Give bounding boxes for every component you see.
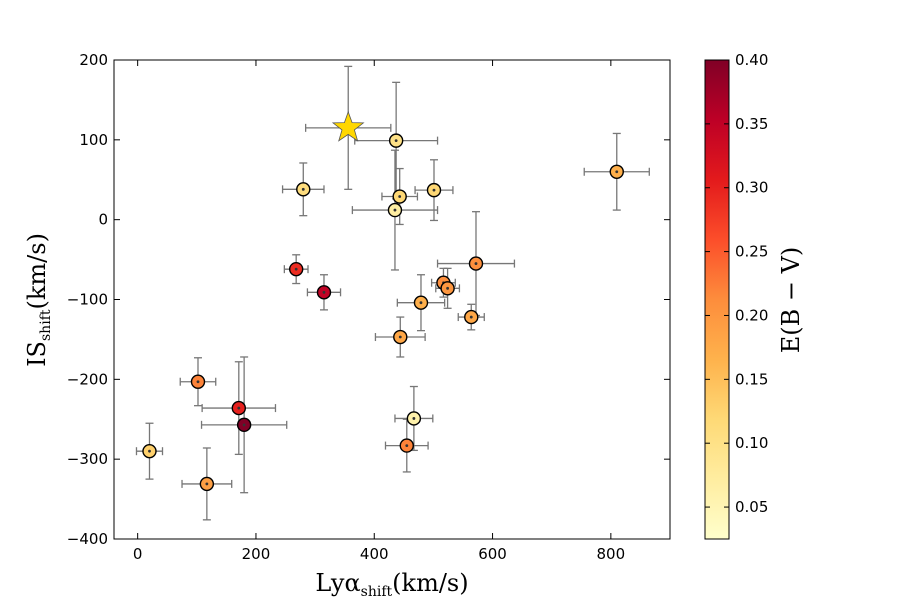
data-point-10-center: [394, 139, 398, 143]
colorbar-tick-label-0.2: 0.20: [735, 306, 768, 324]
colorbar-tick-label-0.3: 0.30: [735, 179, 768, 197]
x-tick-label-400: 400: [360, 545, 389, 563]
plot-frame: [113, 59, 671, 540]
data-point-8-center: [322, 290, 326, 294]
colorbar-tick-label-0.35: 0.35: [735, 115, 768, 133]
y-tick-label--300: −300: [67, 450, 108, 468]
data-point-9-center: [393, 208, 397, 212]
data-point-5-center: [242, 423, 246, 427]
x-tick-label-800: 800: [597, 545, 626, 563]
data-point-6-center: [294, 267, 298, 271]
x-axis-label-sub: shift: [361, 584, 393, 600]
data-point-11-center: [398, 195, 402, 198]
data-point-2-center: [196, 380, 200, 384]
x-tick-label-0: 0: [133, 545, 143, 563]
data-point-7-center: [301, 187, 305, 191]
data-point-20-center: [474, 262, 478, 265]
colorbar-ticks: 0.05 0.10 0.15 0.20 0.25 0.30 0.35 0.40: [705, 51, 768, 516]
data-point-18-center: [446, 286, 449, 290]
data-point-4-center: [237, 406, 241, 410]
y-tick-label-0: 0: [98, 211, 108, 229]
colorbar-tick-label-0.05: 0.05: [735, 498, 768, 516]
data-point-1-center: [148, 449, 151, 453]
y-tick-label--100: −100: [67, 291, 108, 309]
x-axis-label-unit: (km/s): [392, 569, 468, 597]
y-axis-label-sub: shift: [38, 309, 54, 341]
data-point-13-center: [405, 444, 409, 447]
x-tick-label-200: 200: [242, 545, 271, 563]
x-tick-label-600: 600: [478, 545, 507, 563]
data-point-12-center: [398, 335, 402, 339]
colorbar-tick-label-0.25: 0.25: [735, 243, 768, 261]
y-axis-label: ISshift(km/s): [23, 233, 54, 367]
data-point-14-center: [412, 417, 416, 420]
data-point-15-center: [419, 301, 423, 305]
star-point: [331, 110, 365, 142]
y-tick-label--200: −200: [67, 370, 108, 388]
data-point-21-center: [615, 170, 619, 174]
data-point-16-center: [432, 188, 436, 192]
data-markers: [142, 110, 624, 492]
x-axis-label-main: Lyα: [315, 569, 360, 597]
colorbar-tick-label-0.15: 0.15: [735, 370, 768, 388]
colorbar-label: E(B − V): [777, 247, 805, 354]
y-axis-ticks: −400 −300 −200 −100 0 100 200: [67, 51, 670, 548]
colorbar: [704, 59, 730, 540]
data-point-19-center: [469, 315, 473, 319]
x-axis-label: Lyαshift(km/s): [315, 569, 468, 600]
y-axis-label-main: IS: [23, 341, 51, 367]
colorbar-tick-label-0.4: 0.40: [735, 51, 768, 69]
y-axis-label-unit: (km/s): [23, 233, 51, 309]
colorbar-tick-label-0.1: 0.10: [735, 434, 768, 452]
x-axis-ticks: 0 200 400 600 800: [133, 60, 625, 563]
y-tick-label-100: 100: [79, 131, 108, 149]
y-tick-label--400: −400: [67, 530, 108, 548]
data-point-3-center: [205, 482, 209, 486]
y-tick-label-200: 200: [79, 51, 108, 69]
